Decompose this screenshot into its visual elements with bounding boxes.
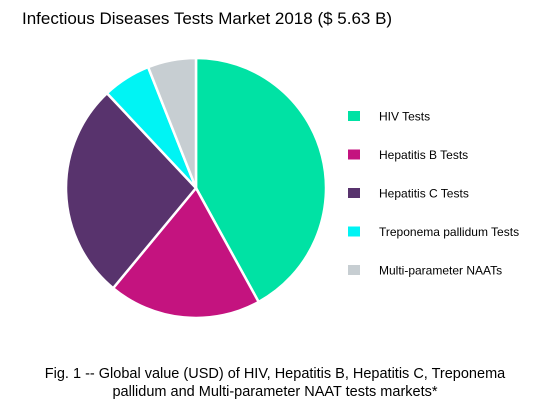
legend-swatch-multi-parameter-naats [348, 265, 360, 275]
caption-line-1: Fig. 1 -- Global value (USD) of HIV, Hep… [44, 366, 506, 382]
pie-slice-hepatitis-c-tests [64, 91, 198, 290]
legend-swatch-hepatitis-b-tests [348, 149, 360, 160]
legend-label-hepatitis-c-tests: Hepatitis C Tests [379, 187, 469, 201]
legend-label-hepatitis-b-tests: Hepatitis B Tests [379, 148, 468, 162]
legend: HIV Tests Hepatitis B Tests Hepatitis C Te… [348, 110, 519, 278]
caption-line-2: pallidum and Multi-parameter NAAT tests … [112, 384, 438, 400]
legend-label-hiv-tests: HIV Tests [379, 110, 430, 124]
chart-title: Infectious Diseases Tests Market 2018 ($… [22, 9, 393, 28]
pie-slice-multi-parameter-naats [146, 56, 198, 190]
pie-slices [64, 56, 328, 320]
legend-swatch-hiv-tests [348, 111, 360, 121]
figure-caption: Fig. 1 -- Global value (USD) of HIV, Hep… [0, 365, 550, 401]
pie-slice-hepatitis-b-tests [111, 186, 260, 320]
legend-swatch-treponema-pallidum-tests [348, 226, 360, 237]
legend-swatch-hepatitis-c-tests [348, 188, 360, 198]
pie-slice-hiv-tests [194, 56, 328, 304]
legend-label-treponema-pallidum-tests: Treponema pallidum Tests [379, 225, 519, 239]
legend-label-multi-parameter-naats: Multi-parameter NAATs [379, 264, 502, 278]
